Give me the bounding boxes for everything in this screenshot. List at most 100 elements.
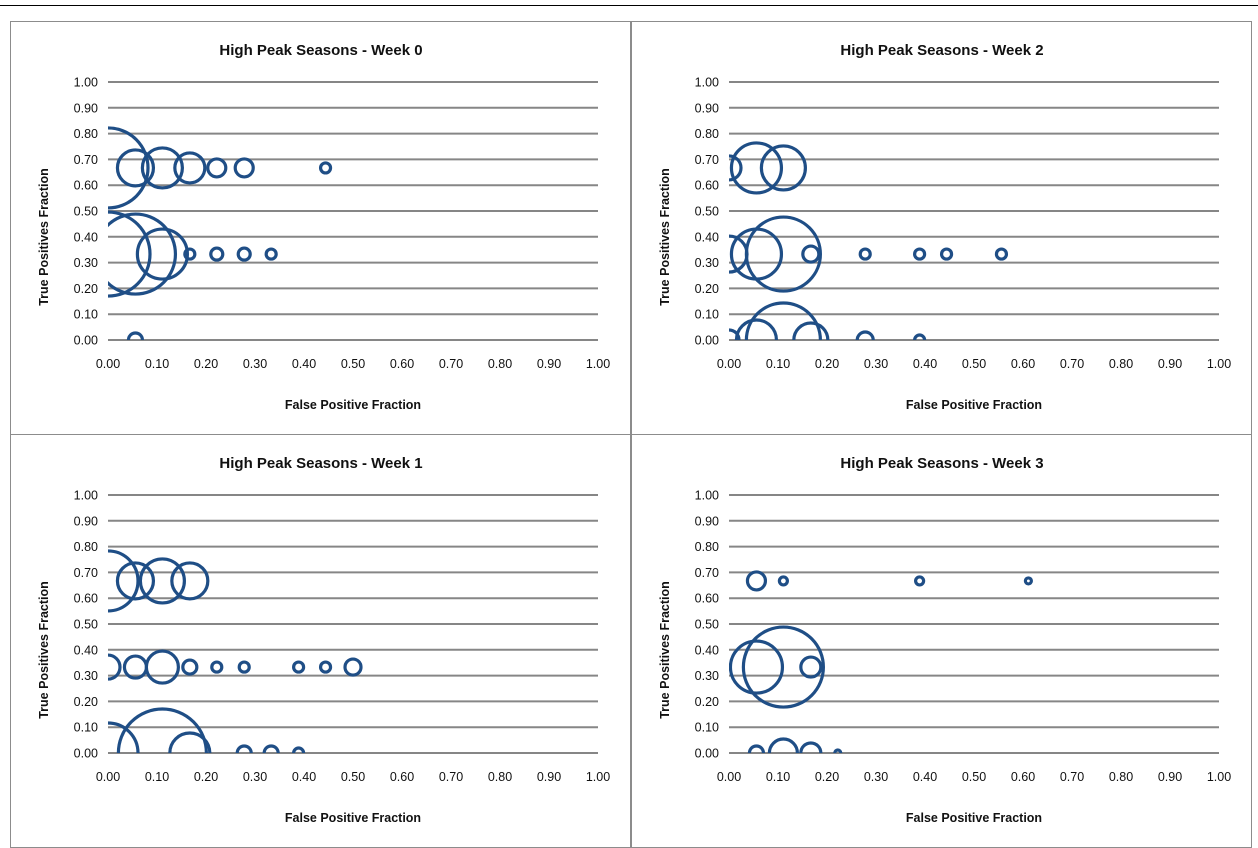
x-axis-label: False Positive Fraction [906,398,1042,412]
y-tick-label: 0.70 [74,153,98,167]
x-tick-label: 0.30 [864,770,888,784]
bubble-point [767,737,799,753]
x-tick-label: 1.00 [586,357,610,371]
x-tick-label: 0.70 [439,770,463,784]
y-tick-label: 0.20 [74,282,98,296]
x-tick-label: 0.70 [439,357,463,371]
y-tick-label: 0.50 [74,618,98,632]
bubble-point [833,748,843,753]
bubble-point [126,331,145,340]
y-tick-label: 0.90 [74,101,98,115]
bubble-point [206,157,228,179]
bubble-point [144,649,180,685]
bubble-point [318,660,333,674]
bubble-point [799,655,823,679]
x-tick-label: 0.80 [1109,770,1133,784]
chart-panel-week-1: High Peak Seasons - Week 1 True Positive… [10,434,631,848]
bubble-point [108,210,152,298]
x-axis-label: False Positive Fraction [285,811,421,825]
y-tick-label: 0.80 [74,127,98,141]
bubble-point [168,731,212,753]
x-tick-label: 0.10 [145,770,169,784]
bubble-point [729,154,743,182]
bubble-point [292,746,306,753]
bubble-point [745,570,768,592]
y-tick-label: 0.80 [695,127,719,141]
x-tick-label: 0.60 [1011,770,1035,784]
y-tick-label: 1.00 [695,489,719,503]
y-tick-label: 0.00 [695,747,719,761]
chart-title: High Peak Seasons - Week 1 [219,455,422,472]
x-tick-label: 0.50 [962,770,986,784]
y-tick-label: 1.00 [695,76,719,90]
bubble-point [108,126,150,210]
y-tick-label: 0.20 [695,282,719,296]
y-tick-label: 0.10 [74,308,98,322]
x-axis-label: False Positive Fraction [906,811,1042,825]
bubble-point [262,744,280,753]
chart-title: High Peak Seasons - Week 3 [840,455,1043,472]
bubble-point [913,333,927,340]
y-tick-label: 0.20 [695,695,719,709]
bubble-chart-week-1: High Peak Seasons - Week 1 True Positive… [10,434,631,848]
y-tick-label: 0.30 [74,669,98,683]
y-axis-label: True Positives Fraction [37,581,51,719]
bubble-chart-week-2: High Peak Seasons - Week 2 True Positive… [631,21,1252,435]
x-tick-label: 0.30 [864,357,888,371]
y-axis-label: True Positives Fraction [37,168,51,306]
bubble-point [913,247,927,261]
y-tick-label: 0.50 [695,618,719,632]
bubble-point [116,707,208,753]
bubble-point [747,744,766,753]
bubble-point [233,157,255,179]
y-tick-label: 0.90 [74,514,98,528]
x-tick-label: 0.40 [913,770,937,784]
y-tick-label: 0.90 [695,101,719,115]
bubble-point [173,151,207,185]
x-tick-label: 0.50 [962,357,986,371]
bubble-point [1023,576,1033,586]
y-tick-label: 1.00 [74,76,98,90]
x-tick-label: 0.90 [537,357,561,371]
y-tick-label: 0.10 [74,721,98,735]
bubble-point [292,660,306,674]
bubble-point [115,148,156,188]
chart-frame [631,21,1252,435]
y-tick-label: 0.30 [695,669,719,683]
y-tick-label: 0.40 [695,643,719,657]
bubble-point [181,658,199,676]
chart-panel-week-2: High Peak Seasons - Week 2 True Positive… [631,21,1252,435]
y-tick-label: 0.50 [695,205,719,219]
x-tick-label: 0.20 [815,357,839,371]
top-rule [0,5,1258,6]
x-tick-label: 0.00 [717,357,741,371]
bubble-point [209,246,225,262]
x-tick-label: 0.20 [194,770,218,784]
bubble-point [264,247,278,261]
x-tick-label: 0.40 [913,357,937,371]
x-tick-label: 0.80 [488,357,512,371]
y-tick-label: 0.60 [74,592,98,606]
x-tick-label: 0.70 [1060,770,1084,784]
bubble-point [135,227,189,281]
bubble-point [138,557,186,605]
bubble-point [801,244,821,264]
bubble-point [741,625,825,709]
bubble-point [914,575,926,587]
y-tick-label: 0.00 [695,334,719,348]
x-axis-label: False Positive Fraction [285,398,421,412]
x-tick-label: 0.20 [815,770,839,784]
y-tick-label: 0.20 [74,695,98,709]
y-axis-label: True Positives Fraction [658,168,672,306]
bubble-point [729,141,784,195]
bubble-point [799,741,823,753]
bubble-point [108,549,140,613]
bubble-point [792,321,830,340]
y-tick-label: 0.70 [74,566,98,580]
bubble-point [108,212,178,296]
y-tick-label: 0.30 [74,256,98,270]
bubble-chart-week-0: High Peak Seasons - Week 0 True Positive… [10,21,631,435]
x-tick-label: 0.00 [717,770,741,784]
y-tick-label: 0.40 [695,230,719,244]
y-tick-label: 0.40 [74,643,98,657]
